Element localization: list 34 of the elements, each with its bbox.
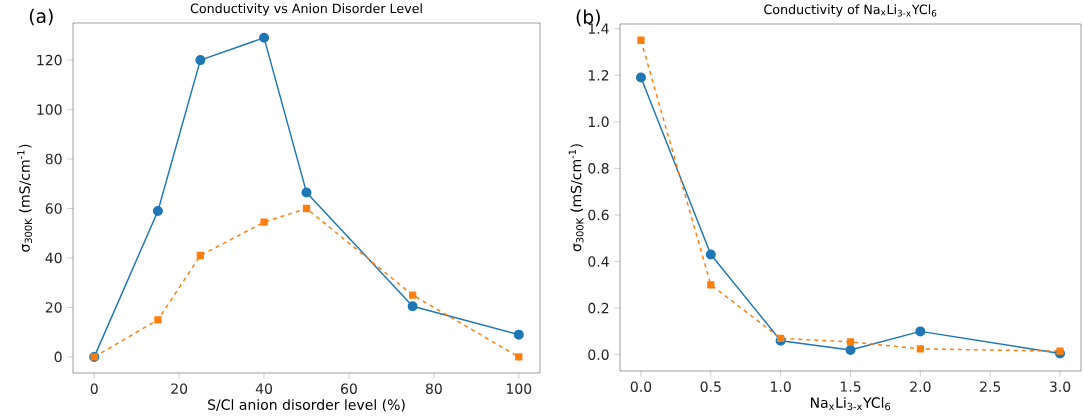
chart-title: Conductivity of Na$_{x}$Li$_{3-x}$YCl$_{6}$ [764, 4, 937, 17]
y-tick-label: 80 [45, 153, 62, 165]
x-tick-label: 1.5 [840, 381, 861, 392]
x-tick-label: 20 [171, 383, 188, 394]
y-tick-label: 120 [37, 54, 62, 66]
x-tick-label: 100 [506, 383, 532, 394]
x-tick-label: 0.0 [630, 381, 652, 392]
y-tick-label: 1.0 [588, 116, 609, 128]
x-axis-title: Na$_{x}$Li$_{3-x}$YCl$_{6}$ [810, 397, 891, 411]
x-axis-title: S/Cl anion disorder level (%) [208, 399, 405, 412]
y-tick-label: 60 [45, 203, 62, 214]
y-tick-label: 0 [54, 351, 62, 363]
x-tick-label: 2.5 [980, 381, 1001, 392]
y-tick-label: 0.6 [588, 209, 609, 221]
x-tick-label: 60 [341, 383, 357, 394]
y-tick-label: 0.2 [588, 302, 609, 314]
y-tick-label: 1.2 [588, 70, 609, 81]
text: (a) [29, 8, 53, 26]
x-tick-label: 3.0 [1049, 381, 1071, 392]
y-tick-label: 20 [45, 302, 62, 313]
y-tick-label: 0.4 [588, 256, 609, 267]
y-tick-label: 100 [37, 104, 62, 115]
x-tick-label: 40 [255, 383, 273, 394]
x-tick-label: 1.0 [771, 381, 791, 392]
x-tick-label: 2.0 [910, 381, 931, 392]
y-axis-title: σ$_{300K}$ (mS/cm$^{-1}$) [568, 144, 584, 252]
y-tick-label: 0.0 [588, 349, 609, 360]
y-axis-title: σ$_{300K}$ (mS/cm$^{-1}$) [17, 144, 33, 252]
x-tick-label: 80 [425, 383, 442, 394]
y-tick-label: 0.8 [588, 163, 609, 174]
x-tick-label: 0 [90, 383, 98, 394]
y-tick-label: 40 [45, 252, 62, 264]
chart-title: Conductivity vs Anion Disorder Level [190, 3, 422, 16]
x-tick-label: 0.5 [700, 381, 721, 392]
